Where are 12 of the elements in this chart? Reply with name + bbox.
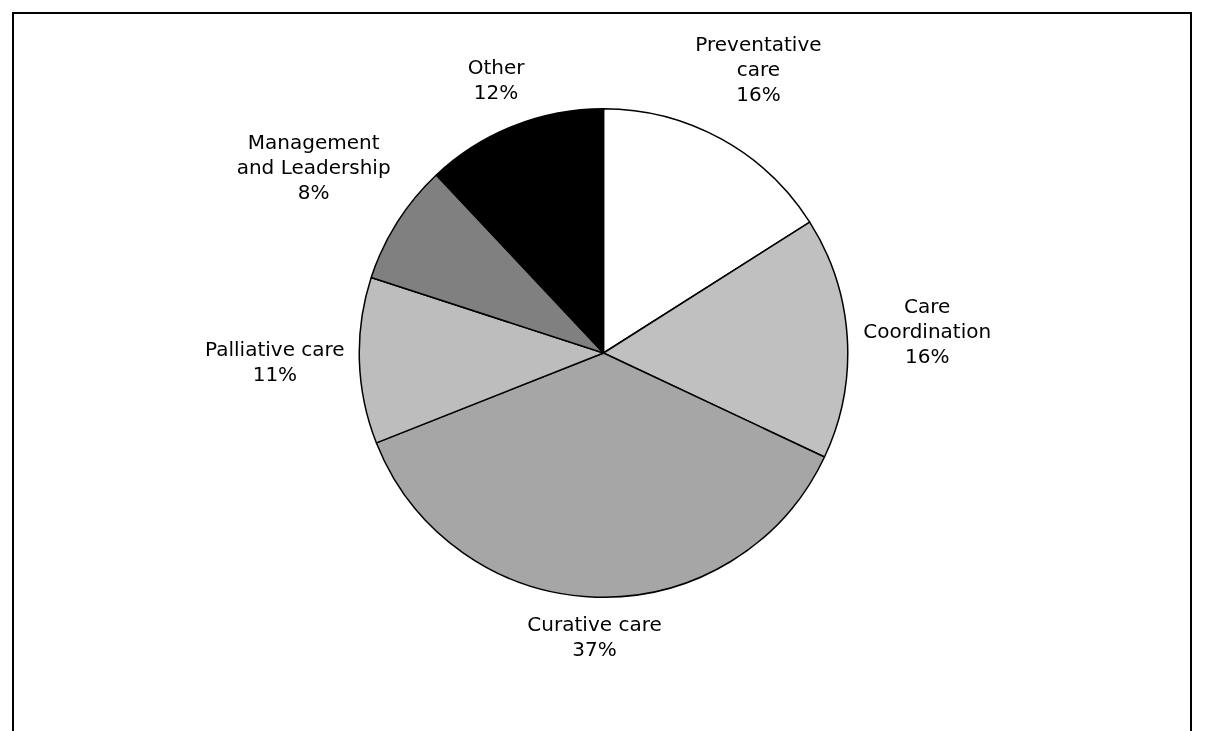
slice-label: Other <box>467 55 526 80</box>
slice-label: Preventative care <box>695 32 822 82</box>
data-label: 16% <box>736 82 781 107</box>
data-label: 11% <box>252 362 298 387</box>
data-label: 16% <box>905 343 950 368</box>
slice-label: Care Coordination <box>863 293 992 343</box>
slice-label: Management and Leadership <box>236 130 391 180</box>
data-label: 12% <box>473 80 519 105</box>
slice-label: Curative care <box>527 611 662 636</box>
data-label: 8% <box>297 180 330 205</box>
slice-label: Palliative care <box>205 337 345 362</box>
data-label: 37% <box>572 636 617 661</box>
